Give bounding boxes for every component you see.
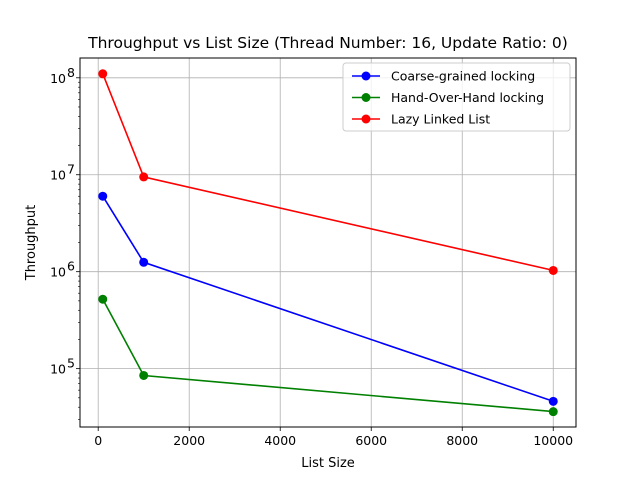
y-axis-label: Throughput xyxy=(24,205,39,282)
x-axis-ticks: 0 2000 4000 6000 8000 10000 xyxy=(94,427,573,448)
data-point xyxy=(548,265,558,275)
x-tick-label: 10000 xyxy=(533,433,573,448)
y-tick-label: 10 xyxy=(50,362,66,377)
legend-marker xyxy=(361,71,371,81)
y-tick-exponent: 5 xyxy=(67,356,75,371)
data-point xyxy=(139,257,149,267)
data-point xyxy=(98,191,108,201)
legend-entry: Hand-Over-Hand locking xyxy=(352,90,544,105)
legend: Coarse-grained locking Hand-Over-Hand loc… xyxy=(342,62,571,132)
legend-marker xyxy=(361,114,371,124)
legend-label: Lazy Linked List xyxy=(391,112,490,127)
y-tick-label: 10 xyxy=(50,265,66,280)
y-tick-exponent: 8 xyxy=(67,65,75,80)
x-tick-label: 4000 xyxy=(264,433,296,448)
y-tick-exponent: 7 xyxy=(67,162,75,177)
series-layer xyxy=(98,69,558,417)
legend-entry: Coarse-grained locking xyxy=(352,69,535,84)
x-axis-label: List Size xyxy=(301,456,355,471)
x-tick-label: 0 xyxy=(94,433,102,448)
data-point xyxy=(139,172,149,182)
series-coarse-grained-locking xyxy=(98,191,558,406)
series-hand-over-hand-locking xyxy=(98,294,558,417)
x-tick-label: 8000 xyxy=(446,433,478,448)
data-point xyxy=(139,370,149,380)
legend-label: Coarse-grained locking xyxy=(391,69,535,84)
x-tick-label: 6000 xyxy=(355,433,387,448)
legend-entry: Lazy Linked List xyxy=(352,112,490,127)
data-point xyxy=(548,407,558,417)
chart-title: Throughput vs List Size (Thread Number: … xyxy=(87,34,568,52)
y-tick-label: 10 xyxy=(50,168,66,183)
data-point xyxy=(548,396,558,406)
data-point xyxy=(98,69,108,79)
y-tick-exponent: 6 xyxy=(67,259,75,274)
series-lazy-linked-list xyxy=(98,69,558,275)
y-tick-label: 10 xyxy=(50,71,66,86)
legend-label: Hand-Over-Hand locking xyxy=(391,90,544,105)
legend-box xyxy=(342,62,571,132)
legend-marker xyxy=(361,93,371,102)
data-point xyxy=(98,294,108,304)
x-tick-label: 2000 xyxy=(173,433,205,448)
